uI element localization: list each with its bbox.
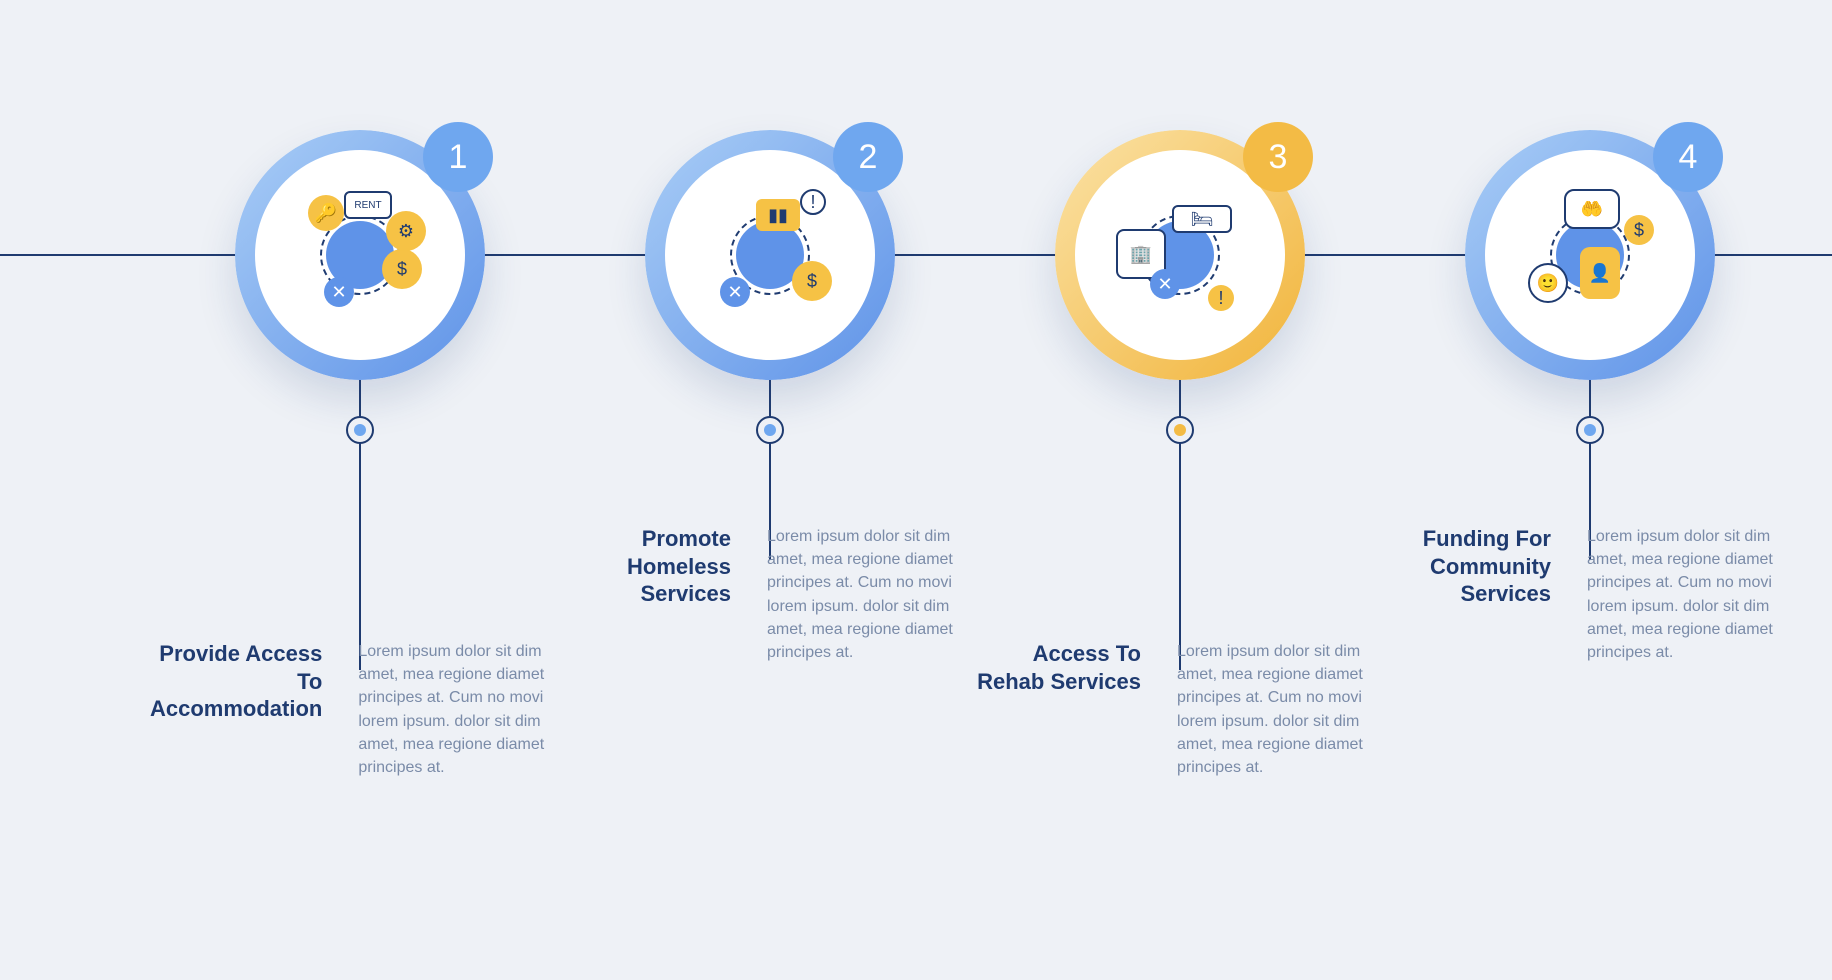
step-number-badge: 2 bbox=[833, 122, 903, 192]
icon-chip: $ bbox=[382, 249, 422, 289]
step-1: 🔑RENT$✕⚙1Provide Access To Accommodation… bbox=[150, 130, 570, 380]
step-3: 🏢🛏✕!3Access To Rehab ServicesLorem ipsum… bbox=[970, 130, 1390, 380]
connector-dot bbox=[756, 416, 784, 444]
step-number-badge: 4 bbox=[1653, 122, 1723, 192]
step-number-badge: 1 bbox=[423, 122, 493, 192]
icon-chip: ✕ bbox=[720, 277, 750, 307]
icon-chip: 🔑 bbox=[308, 195, 344, 231]
step-text: Promote Homeless ServicesLorem ipsum dol… bbox=[560, 525, 980, 664]
step-4: 🤲$👤🙂4Funding For Community ServicesLorem… bbox=[1380, 130, 1800, 380]
connector-dot bbox=[346, 416, 374, 444]
step-text: Funding For Community ServicesLorem ipsu… bbox=[1380, 525, 1800, 664]
icon-chip: $ bbox=[792, 261, 832, 301]
icon-chip: ✕ bbox=[1150, 269, 1180, 299]
icon-chip: 🛏 bbox=[1172, 205, 1232, 233]
step-body: Lorem ipsum dolor sit dim amet, mea regi… bbox=[340, 640, 571, 779]
step-title: Access To Rehab Services bbox=[970, 640, 1159, 779]
step-circle: 🤲$👤🙂4 bbox=[1465, 130, 1715, 380]
step-number-badge: 3 bbox=[1243, 122, 1313, 192]
step-title: Funding For Community Services bbox=[1380, 525, 1569, 664]
hospital-patient-meds-icon: 🏢🛏✕! bbox=[1110, 185, 1250, 325]
icon-chip: ⚙ bbox=[386, 211, 426, 251]
step-circle: ▮▮!✕$2 bbox=[645, 130, 895, 380]
housing-rent-cost-icon: 🔑RENT $ ✕ ⚙ bbox=[290, 185, 430, 325]
step-2: ▮▮!✕$2Promote Homeless ServicesLorem ips… bbox=[560, 130, 980, 380]
step-title: Provide Access To Accommodation bbox=[150, 640, 340, 779]
icon-chip: 🤲 bbox=[1564, 189, 1620, 229]
icon-chip: ! bbox=[1208, 285, 1234, 311]
global-poverty-economy-icon: ▮▮! ✕ $ bbox=[700, 185, 840, 325]
icon-chip: ✕ bbox=[324, 277, 354, 307]
step-body: Lorem ipsum dolor sit dim amet, mea regi… bbox=[749, 525, 980, 664]
connector-dot bbox=[1576, 416, 1604, 444]
icon-chip: $ bbox=[1624, 215, 1654, 245]
step-title: Promote Homeless Services bbox=[560, 525, 749, 664]
connector-dot bbox=[1166, 416, 1194, 444]
icon-chip: ▮▮ bbox=[756, 199, 800, 231]
icon-chip: 🙂 bbox=[1528, 263, 1568, 303]
step-text: Provide Access To AccommodationLorem ips… bbox=[150, 640, 570, 779]
step-text: Access To Rehab ServicesLorem ipsum dolo… bbox=[970, 640, 1390, 779]
step-circle: 🔑RENT$✕⚙1 bbox=[235, 130, 485, 380]
step-body: Lorem ipsum dolor sit dim amet, mea regi… bbox=[1569, 525, 1800, 664]
step-body: Lorem ipsum dolor sit dim amet, mea regi… bbox=[1159, 640, 1390, 779]
icon-chip: ! bbox=[800, 189, 826, 215]
helping-hands-people-icon: 🤲$👤 🙂 bbox=[1520, 185, 1660, 325]
icon-chip: RENT bbox=[344, 191, 392, 219]
icon-chip: 👤 bbox=[1580, 247, 1620, 299]
step-circle: 🏢🛏✕!3 bbox=[1055, 130, 1305, 380]
